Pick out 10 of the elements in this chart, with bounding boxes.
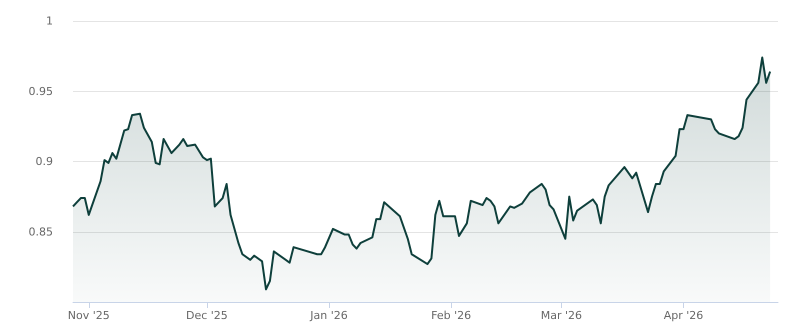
- x-tick-label: Apr '26: [664, 309, 704, 322]
- x-tick-label: Jan '26: [309, 309, 348, 322]
- x-tick-label: Mar '26: [540, 309, 582, 322]
- y-tick-label: 0.95: [28, 84, 53, 98]
- y-tick-label: 0.85: [28, 225, 53, 238]
- y-tick-label: 0.9: [36, 155, 53, 168]
- y-tick-label: 1: [46, 14, 53, 28]
- x-tick-label: Feb '26: [431, 309, 472, 322]
- x-tick-label: Dec '25: [186, 309, 228, 322]
- x-tick-label: Nov '25: [68, 309, 110, 322]
